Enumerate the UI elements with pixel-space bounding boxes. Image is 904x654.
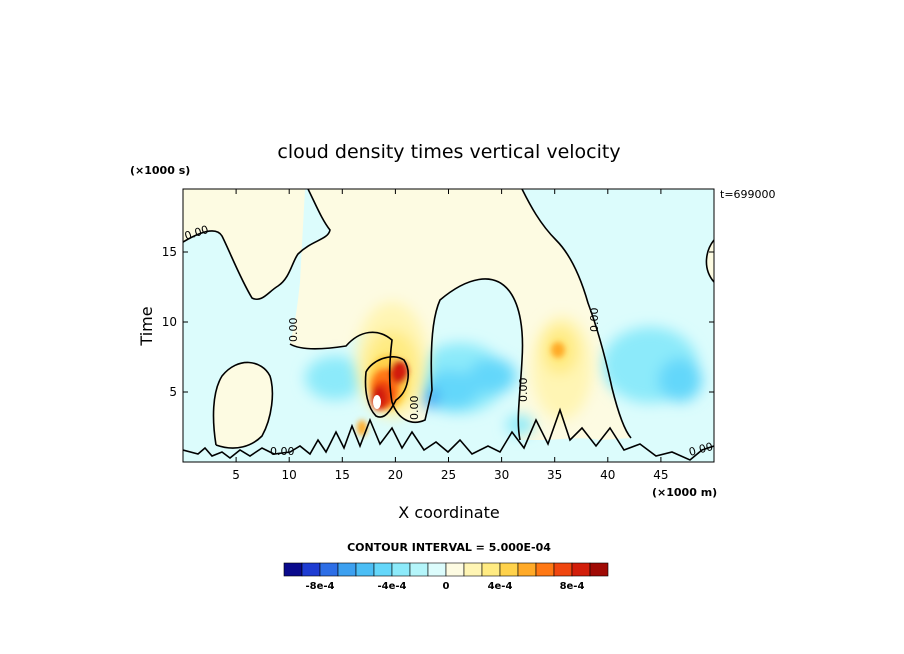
x-tick-label: 30 bbox=[494, 468, 509, 482]
negative-cell-16 bbox=[305, 356, 365, 400]
contour-label: 0.00 bbox=[270, 445, 295, 458]
colorbar-tick-label: -8e-4 bbox=[306, 581, 335, 592]
positive-core-17 bbox=[357, 420, 367, 436]
y-axis-label: Time bbox=[137, 306, 156, 346]
colorbar-swatch bbox=[517, 562, 537, 577]
colorbar-swatch bbox=[355, 562, 375, 577]
colorbar: -8e-4 -4e-4 0 4e-4 8e-4 bbox=[283, 562, 609, 592]
x-tick-label: 15 bbox=[335, 468, 350, 482]
x-tick-label: 10 bbox=[282, 468, 297, 482]
colorbar-swatch bbox=[301, 562, 321, 577]
contour-left-cell bbox=[212, 361, 274, 449]
colorbar-swatch bbox=[481, 562, 501, 577]
contour-inner-core bbox=[364, 356, 409, 418]
x-tick-label: 40 bbox=[600, 468, 615, 482]
y-axis: 5 10 15 bbox=[162, 245, 714, 399]
x-units-label: (×1000 m) bbox=[652, 486, 717, 499]
negative-cell-31 bbox=[506, 415, 534, 435]
x-tick-label: 35 bbox=[547, 468, 562, 482]
colorbar-tick-label: 8e-4 bbox=[560, 581, 585, 592]
contour-label: 0.00 bbox=[517, 378, 530, 403]
x-axis: 5 10 15 20 25 30 35 40 45 bbox=[232, 189, 669, 482]
colorbar-swatch bbox=[553, 562, 573, 577]
y-units-label: (×1000 s) bbox=[130, 164, 190, 177]
colorbar-swatch bbox=[571, 562, 591, 577]
y-tick-label: 15 bbox=[162, 245, 177, 259]
negative-regions bbox=[305, 327, 702, 435]
peak-white-core bbox=[373, 395, 381, 409]
x-axis-label: X coordinate bbox=[398, 503, 499, 522]
time-stamp: t=699000 bbox=[720, 188, 776, 201]
x-tick-label: 20 bbox=[388, 468, 403, 482]
colorbar-swatch bbox=[391, 562, 411, 577]
contour-main bbox=[521, 189, 632, 439]
chart-title: cloud density times vertical velocity bbox=[277, 141, 620, 163]
contour-right-edge bbox=[705, 239, 714, 283]
colorbar-swatch bbox=[445, 562, 465, 577]
y-tick-label: 10 bbox=[162, 315, 177, 329]
contour-label: 0.00 bbox=[588, 308, 601, 333]
lower-left-cell bbox=[213, 362, 273, 449]
negative-cell-29 bbox=[468, 358, 516, 394]
zero-contours bbox=[183, 189, 714, 461]
contour-interval-note: CONTOUR INTERVAL = 5.000E-04 bbox=[347, 541, 551, 554]
colorbar-swatch bbox=[427, 562, 447, 577]
positive-core-35 bbox=[551, 342, 565, 358]
colorbar-swatch bbox=[337, 562, 357, 577]
colorbar-swatch bbox=[319, 562, 339, 577]
colorbar-tick-label: 0 bbox=[443, 581, 450, 592]
x-tick-label: 25 bbox=[441, 468, 456, 482]
colorbar-swatch bbox=[283, 562, 303, 577]
colorbar-swatch bbox=[535, 562, 555, 577]
contour-bottom bbox=[183, 407, 714, 461]
colorbar-swatch bbox=[589, 562, 609, 577]
y-tick-label: 5 bbox=[169, 385, 177, 399]
x-tick-label: 45 bbox=[653, 468, 668, 482]
colorbar-tick-label: -4e-4 bbox=[378, 581, 407, 592]
negative-cell-46 bbox=[658, 358, 702, 402]
contour-label: 0.00 bbox=[687, 440, 714, 459]
contour-middle bbox=[289, 278, 524, 441]
colorbar-swatch bbox=[373, 562, 393, 577]
positive-core-d bbox=[390, 360, 408, 384]
contour-label: 0.00 bbox=[287, 318, 300, 343]
plot-field: 0.00 0.00 0.00 0.00 0.00 0.00 0.00 bbox=[183, 189, 714, 462]
x-tick-label: 5 bbox=[232, 468, 240, 482]
contour-upper bbox=[183, 189, 331, 300]
colorbar-tick-label: 4e-4 bbox=[488, 581, 513, 592]
colorbar-swatch bbox=[463, 562, 483, 577]
colorbar-swatch bbox=[409, 562, 429, 577]
colorbar-swatch bbox=[499, 562, 519, 577]
contour-label: 0.00 bbox=[408, 396, 421, 421]
